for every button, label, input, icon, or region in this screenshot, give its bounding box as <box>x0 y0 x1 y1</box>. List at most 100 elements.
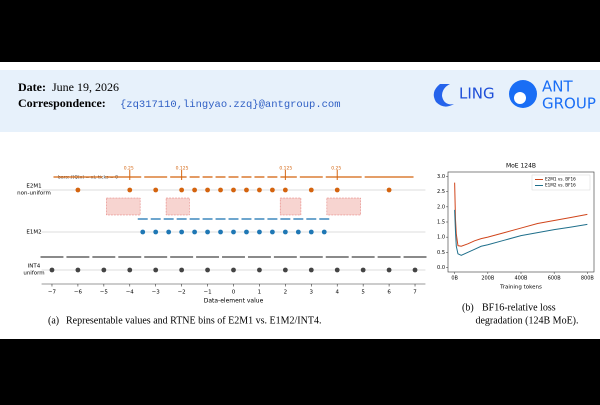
x-tick-label: −7 <box>48 290 57 296</box>
annotation: 0.25 <box>331 166 341 172</box>
value-dot <box>75 187 81 193</box>
row-sublabel: non-uniform <box>17 191 51 197</box>
logo-ant: ANT <box>542 78 573 96</box>
x-tick-label: 3 <box>310 290 314 296</box>
value-dot <box>282 229 288 235</box>
value-dot <box>308 267 314 273</box>
bin-highlight <box>106 197 141 216</box>
figure-a: −7 −6 −5 −4 −3 −2 −1 0 1 2 3 4 5 6 7 Data-element value… <box>17 166 427 305</box>
value-dot <box>257 187 262 193</box>
x-tick-label: −1 <box>204 290 212 296</box>
value-dot <box>244 187 249 193</box>
value-dot <box>244 229 249 235</box>
value-dot <box>218 229 223 235</box>
value-dot <box>257 267 262 273</box>
y-tick-label: 2.5 <box>437 189 445 195</box>
x-tick-label: 6 <box>387 290 391 296</box>
annotation: 0.125 <box>279 166 292 172</box>
logo-ling: LING <box>459 85 495 103</box>
date-label: Date: <box>18 80 46 94</box>
value-dot <box>140 229 146 235</box>
date: June 19, 2026 <box>52 80 119 94</box>
y-tick-label: 0.0 <box>437 265 445 271</box>
x-tick-label: 1 <box>258 290 262 296</box>
annotation: 0.125 <box>176 166 189 172</box>
row-sublabel: uniform <box>23 271 44 277</box>
ling-icon <box>433 84 454 107</box>
value-dot <box>308 187 314 193</box>
value-dot <box>231 229 236 235</box>
chart-title: MoE 124B <box>506 163 536 170</box>
x-axis-label: Training tokens <box>499 285 542 291</box>
legend-box <box>531 174 591 191</box>
value-dot <box>192 187 198 193</box>
caption-text: degradation (124B MoE). <box>475 315 578 326</box>
legend-label: E2M1 vs. BF16 <box>545 177 576 182</box>
email: {zq317110,lingyao.zzq}@antgroup.com <box>120 99 341 111</box>
value-dot <box>412 267 418 273</box>
value-dot <box>231 267 236 273</box>
value-dot <box>153 187 159 193</box>
value-dot <box>153 229 159 235</box>
value-dot <box>101 267 107 273</box>
row-label: E1M2 <box>26 230 41 236</box>
y-tick-label: 3.0 <box>437 174 445 180</box>
row-label: INT4 <box>28 264 41 270</box>
x-tick-label: −2 <box>178 290 186 296</box>
value-dot <box>269 187 275 193</box>
caption-text: Representable values and RTNE bins of E2… <box>66 315 321 326</box>
value-dot <box>334 187 340 193</box>
value-dot <box>218 187 223 193</box>
value-dot <box>179 187 185 193</box>
correspondence-label: Correspondence: <box>18 96 106 110</box>
x-tick-label: −6 <box>74 290 83 296</box>
caption-label: (a) <box>48 315 59 326</box>
annotation: 0.25 <box>124 166 134 172</box>
value-dot <box>192 229 198 235</box>
figure-b: MoE 124B Training tokens 0B 200B 400B 600B 800… <box>437 163 594 291</box>
x-tick-label: 5 <box>361 290 365 296</box>
legend-label: E1M2 vs. BF16 <box>545 183 576 188</box>
x-tick-label: 0B <box>451 276 458 282</box>
caption-text: BF16-relative loss <box>482 302 556 313</box>
logo-group: GROUP <box>542 95 596 113</box>
x-tick-label: 400B <box>515 276 529 282</box>
x-tick-label: 600B <box>548 276 562 282</box>
bin-highlight <box>279 197 302 216</box>
x-tick-label: 200B <box>481 276 495 282</box>
y-tick-label: 1.5 <box>437 220 445 226</box>
value-dot <box>153 267 159 273</box>
value-dot <box>205 267 210 273</box>
value-dot <box>127 267 133 273</box>
x-tick-label: 0 <box>232 290 236 296</box>
y-tick-label: 0.5 <box>437 250 445 256</box>
header-box <box>0 70 600 132</box>
series-line <box>454 209 588 256</box>
value-dot <box>179 229 185 235</box>
x-tick-label: 2 <box>284 290 288 296</box>
x-tick-label: −3 <box>152 290 161 296</box>
value-dot <box>75 267 81 273</box>
x-tick-label: −4 <box>126 290 135 296</box>
value-dot <box>179 267 185 273</box>
value-dot <box>360 267 366 273</box>
value-dot <box>295 229 301 235</box>
bin-highlight <box>326 197 361 216</box>
x-axis-label: Data-element value <box>204 298 264 305</box>
value-dot <box>282 267 288 273</box>
value-dot <box>334 267 340 273</box>
value-dot <box>205 229 210 235</box>
value-dot <box>49 267 55 273</box>
y-tick-label: 1.0 <box>437 235 445 241</box>
bin-highlight <box>165 197 190 216</box>
value-dot <box>386 267 392 273</box>
value-dot <box>321 229 327 235</box>
ant-icon-inner <box>514 92 526 104</box>
series-line <box>454 182 588 247</box>
value-dot <box>205 187 210 193</box>
caption-label: (b) <box>462 302 474 313</box>
row-label: E2M1 <box>26 184 41 190</box>
x-tick-label: 800B <box>581 276 595 282</box>
